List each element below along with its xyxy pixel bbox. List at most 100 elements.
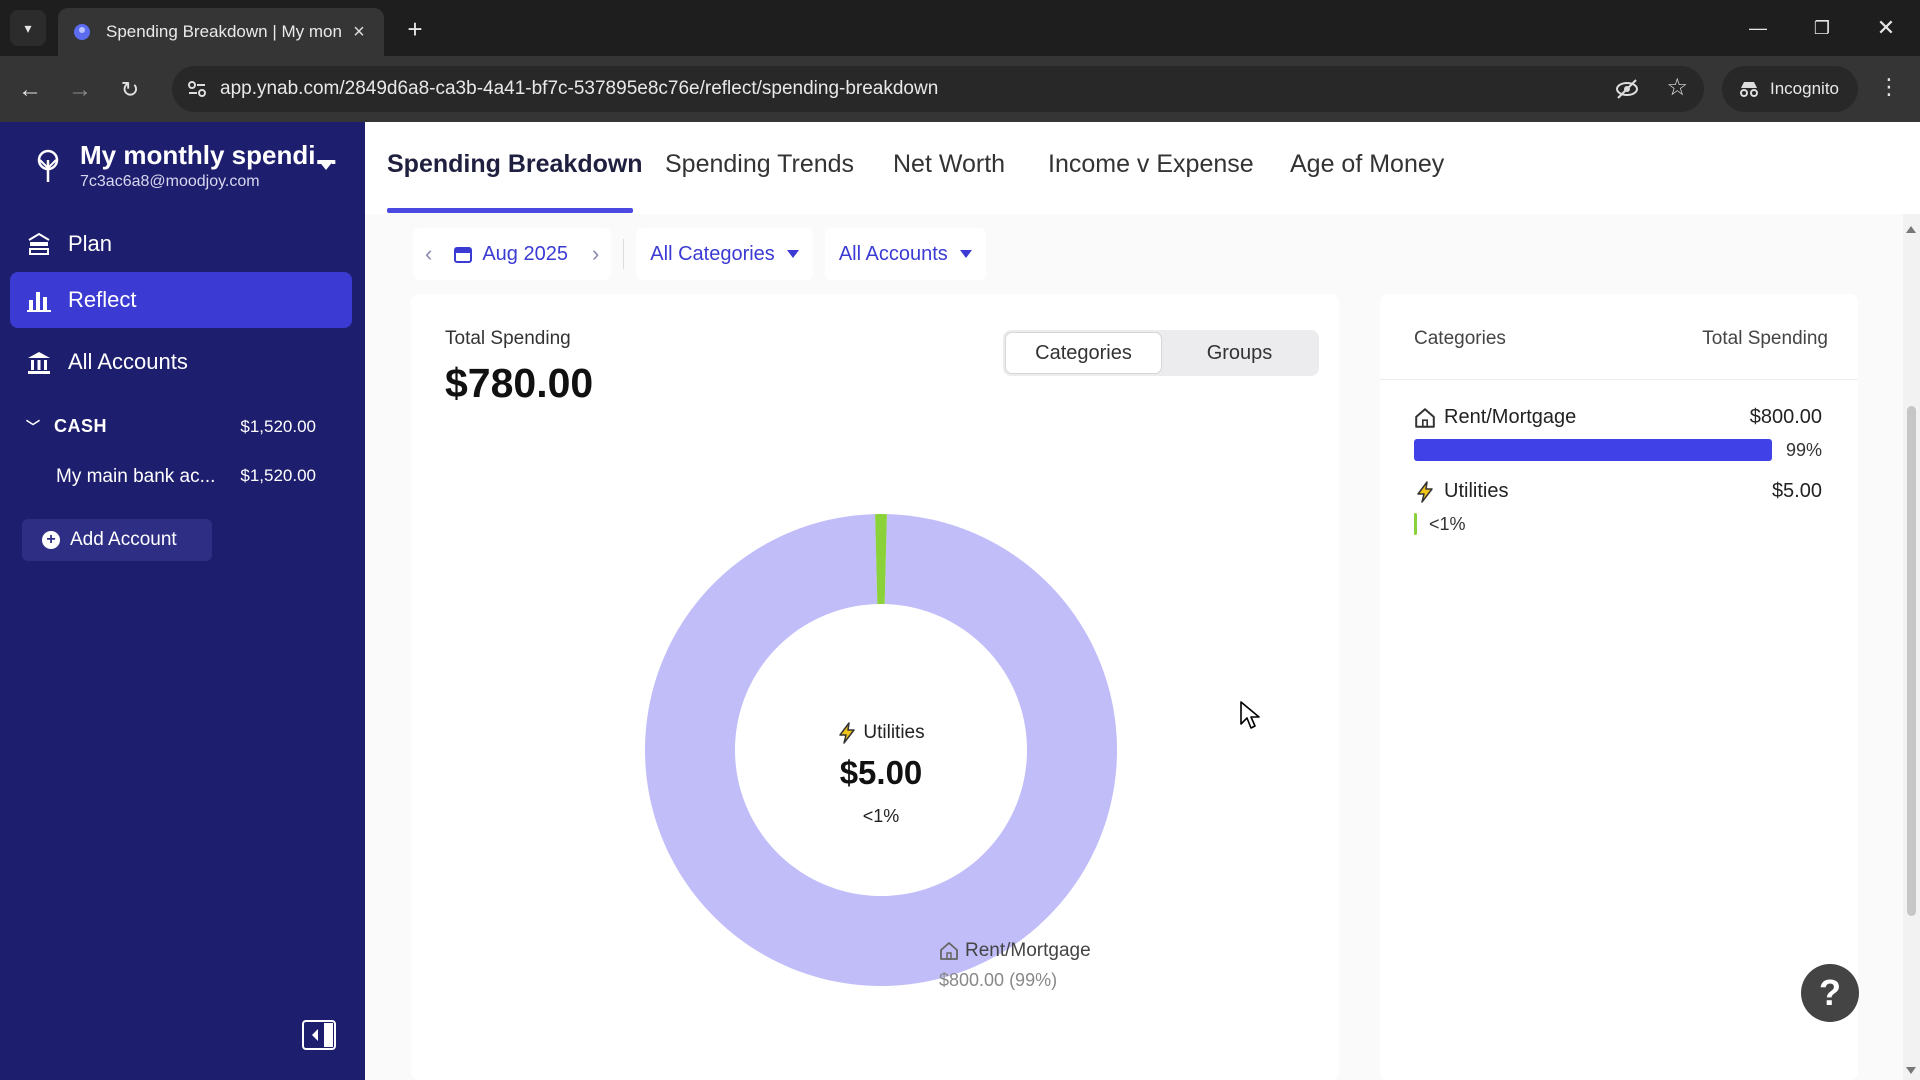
breakdown-row[interactable]: Rent/Mortgage $800.00 99% <box>1414 406 1822 461</box>
breakdown-header: Categories Total Spending <box>1380 294 1858 380</box>
calendar-icon <box>454 247 473 263</box>
previous-month-button[interactable]: ‹ <box>425 241 433 266</box>
collapse-sidebar-icon[interactable] <box>302 1020 336 1050</box>
total-spending-label: Total Spending <box>445 328 571 349</box>
account-balance: $1,520.00 <box>240 466 316 485</box>
breakdown-category-name: Rent/Mortgage <box>1444 406 1577 428</box>
new-tab-button[interactable]: + <box>407 13 423 44</box>
breakdown-amount: $5.00 <box>1771 480 1822 502</box>
category-breakdown-card: Categories Total Spending Rent/Mortgage … <box>1380 294 1858 1080</box>
tab-net-worth[interactable]: Net Worth <box>893 150 1006 178</box>
incognito-indicator[interactable]: Incognito <box>1722 66 1858 112</box>
active-tab-indicator <box>387 208 633 213</box>
breakdown-percent: <1% <box>1429 513 1466 534</box>
toggle-categories[interactable]: Categories <box>1005 332 1162 374</box>
url-text: app.ynab.com/2849d6a8-ca3b-4a41-bf7c-537… <box>220 78 939 99</box>
account-group-cash[interactable]: ﹀ CASH $1,520.00 <box>26 416 316 437</box>
breakdown-amount: $800.00 <box>1749 406 1822 428</box>
column-header-total[interactable]: Total Spending <box>1702 328 1828 349</box>
ynab-favicon-icon <box>72 22 92 42</box>
donut-slice-utilities[interactable] <box>875 514 887 605</box>
sidebar-item-label: All Accounts <box>68 349 188 374</box>
help-button[interactable]: ? <box>1801 964 1859 1022</box>
reload-icon[interactable]: ↻ <box>120 77 140 102</box>
budget-switcher[interactable]: My monthly spendi... 7c3ac6a8@moodjoy.co… <box>28 140 348 196</box>
tab-age-of-money[interactable]: Age of Money <box>1290 150 1445 178</box>
incognito-icon <box>1740 82 1758 97</box>
tab-income-v-expense[interactable]: Income v Expense <box>1048 150 1254 178</box>
slice-label-rent: Rent/Mortgage $800.00 (99%) <box>939 940 1091 991</box>
column-header-categories[interactable]: Categories <box>1414 328 1506 349</box>
browser-tab[interactable]: Spending Breakdown | My mon × <box>58 8 384 56</box>
account-name: My main bank ac... <box>56 466 216 487</box>
center-category-name: Utilities <box>863 722 925 743</box>
scrollbar-thumb[interactable] <box>1907 406 1916 916</box>
browser-menu-icon[interactable]: ⋮ <box>1878 74 1900 99</box>
add-account-label: Add Account <box>70 529 177 550</box>
address-bar[interactable]: app.ynab.com/2849d6a8-ca3b-4a41-bf7c-537… <box>172 66 1704 112</box>
sidebar: My monthly spendi... 7c3ac6a8@moodjoy.co… <box>0 122 365 1080</box>
sidebar-item-plan[interactable]: Plan <box>10 216 352 272</box>
breakdown-category-name: Utilities <box>1444 480 1509 502</box>
bar-chart-icon <box>27 292 51 312</box>
bookmark-star-icon[interactable]: ☆ <box>1666 74 1688 101</box>
reflect-tabs: Spending Breakdown Spending Trends Net W… <box>365 122 1920 214</box>
browser-tab-strip: ▾ Spending Breakdown | My mon × + — ❐ ✕ <box>0 0 1920 56</box>
forward-icon[interactable]: → <box>68 76 92 103</box>
chevron-down-icon <box>318 160 334 170</box>
date-range-button[interactable]: Aug 2025 <box>482 242 568 265</box>
account-group-name: CASH <box>54 416 108 436</box>
date-picker: ‹ Aug 2025 › <box>413 228 612 280</box>
donut-slice-rent-mortgage[interactable] <box>645 514 1117 986</box>
window-close-icon[interactable]: ✕ <box>1876 15 1896 40</box>
page-scrollbar[interactable] <box>1903 214 1920 1080</box>
breakdown-row[interactable]: Utilities $5.00 <1% <box>1414 480 1822 535</box>
budget-tree-icon <box>37 149 59 182</box>
toggle-groups[interactable]: Groups <box>1206 341 1273 364</box>
minimize-icon[interactable]: — <box>1749 17 1767 38</box>
slice-label-name: Rent/Mortgage <box>939 940 1091 962</box>
add-account-button[interactable]: + Add Account <box>22 519 212 561</box>
next-month-button[interactable]: › <box>591 241 600 266</box>
center-value: $5.00 <box>839 754 923 791</box>
tab-search-button[interactable]: ▾ <box>10 10 46 46</box>
account-row[interactable]: My main bank ac... $1,520.00 <box>56 466 316 488</box>
account-filter-label: All Accounts <box>838 242 948 265</box>
tracking-protection-icon[interactable] <box>1614 76 1640 102</box>
scroll-down-icon[interactable] <box>1906 1067 1916 1074</box>
account-filter-dropdown[interactable]: All Accounts <box>824 228 986 280</box>
browser-toolbar: ← → ↻ app.ynab.com/2849d6a8-ca3b-4a41-bf… <box>0 56 1920 122</box>
plan-icon <box>28 232 50 255</box>
scroll-up-icon[interactable] <box>1906 226 1916 233</box>
tab-spending-breakdown[interactable]: Spending Breakdown <box>387 150 643 178</box>
house-icon <box>940 942 958 960</box>
filter-divider <box>623 239 625 269</box>
spending-donut-chart[interactable] <box>641 510 1121 990</box>
mouse-cursor-icon <box>1240 701 1260 729</box>
caret-down-icon <box>959 250 972 258</box>
budget-name: My monthly spendi... <box>80 140 338 170</box>
sidebar-item-all-accounts[interactable]: All Accounts <box>10 334 352 390</box>
close-tab-icon[interactable]: × <box>353 20 365 43</box>
chevron-down-icon: ﹀ <box>26 418 41 435</box>
user-email: 7c3ac6a8@moodjoy.com <box>80 173 260 190</box>
back-icon[interactable]: ← <box>18 76 42 103</box>
restore-icon[interactable]: ❐ <box>1813 17 1831 38</box>
site-settings-icon[interactable] <box>186 78 208 100</box>
total-spending-value: $780.00 <box>445 360 594 406</box>
category-filter-label: All Categories <box>650 242 775 265</box>
spending-chart-card: Total Spending $780.00 Categories Groups… <box>411 294 1339 1080</box>
tab-spending-trends[interactable]: Spending Trends <box>665 150 855 178</box>
sidebar-item-reflect[interactable]: Reflect <box>10 272 352 328</box>
category-filter-dropdown[interactable]: All Categories <box>636 228 813 280</box>
share-bar <box>1414 439 1772 461</box>
bank-icon <box>28 352 50 374</box>
tab-title: Spending Breakdown | My mon <box>106 22 342 41</box>
slice-label-value: $800.00 (99%) <box>939 970 1058 990</box>
breakdown-percent: 99% <box>1785 439 1822 460</box>
sidebar-item-label: Reflect <box>68 287 137 312</box>
center-percent: <1% <box>862 806 900 826</box>
donut-center-summary: Utilities $5.00 <1% <box>741 722 1021 827</box>
main-content: Spending Breakdown Spending Trends Net W… <box>365 122 1920 1080</box>
share-bar <box>1414 513 1417 535</box>
